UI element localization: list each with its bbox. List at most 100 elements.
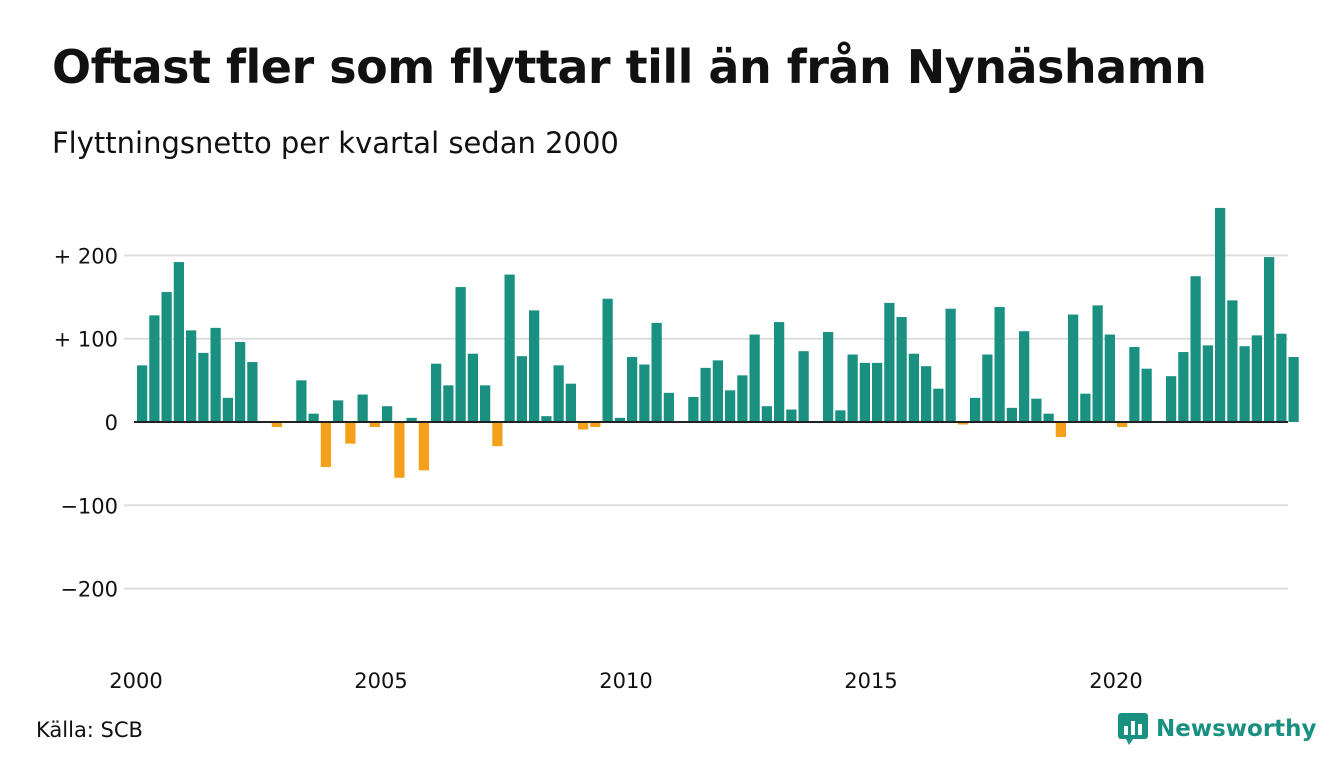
- bar: [418, 422, 429, 471]
- bar: [994, 307, 1005, 422]
- bar: [1117, 422, 1128, 427]
- bar: [296, 380, 307, 422]
- bar: [786, 409, 797, 422]
- bar: [1288, 357, 1299, 422]
- bar: [406, 417, 417, 422]
- bar: [271, 422, 282, 427]
- bar: [651, 322, 662, 422]
- bar: [1104, 334, 1115, 422]
- bar: [1251, 335, 1262, 422]
- bar: [345, 422, 356, 444]
- bar: [235, 342, 246, 422]
- bar: [247, 362, 258, 422]
- bar: [1129, 347, 1140, 422]
- bar: [210, 327, 221, 422]
- bar: [859, 362, 870, 422]
- x-tick-label: 2005: [354, 669, 407, 693]
- bar: [137, 365, 148, 422]
- bar: [1043, 413, 1054, 422]
- bar: [700, 367, 711, 422]
- bar: [369, 422, 380, 427]
- bar: [541, 416, 552, 422]
- bar: [308, 413, 319, 422]
- bar: [1166, 376, 1177, 422]
- source-label: Källa: SCB: [36, 718, 143, 742]
- y-tick-label: −200: [60, 578, 118, 602]
- bar: [982, 354, 993, 422]
- bar: [149, 315, 160, 422]
- x-tick-label: 2015: [844, 669, 897, 693]
- chart-subtitle: Flyttningsnetto per kvartal sedan 2000: [52, 126, 619, 160]
- bar: [798, 351, 809, 422]
- bar: [1068, 314, 1079, 422]
- bar: [1190, 276, 1201, 422]
- bar: [1019, 331, 1030, 422]
- y-tick-label: + 200: [54, 244, 118, 268]
- bar: [933, 388, 944, 422]
- bar: [663, 392, 674, 422]
- bar: [565, 383, 576, 422]
- bar: [1264, 257, 1275, 422]
- bar: [774, 322, 785, 422]
- bar: [186, 330, 197, 422]
- bar: [173, 262, 184, 422]
- bar: [1202, 345, 1213, 422]
- bar: [884, 302, 895, 422]
- y-tick-label: + 100: [54, 328, 118, 352]
- bar: [835, 410, 846, 422]
- bar: [602, 298, 613, 422]
- bar: [1178, 352, 1189, 422]
- bar: [553, 365, 564, 422]
- bar: [614, 417, 625, 422]
- bar: [737, 375, 748, 422]
- bar: [1276, 333, 1287, 422]
- bar: [394, 422, 405, 478]
- bar: [921, 366, 932, 422]
- bar: [749, 334, 760, 422]
- bar: [970, 397, 981, 422]
- bar: [455, 287, 466, 422]
- bar: [357, 394, 368, 422]
- bar: [688, 397, 699, 422]
- bar: [639, 364, 650, 422]
- y-tick-label: 0: [105, 411, 118, 435]
- bar: [1080, 393, 1091, 422]
- bar: [761, 406, 772, 422]
- newsworthy-logo: Newsworthy: [1118, 713, 1317, 745]
- bar: [712, 360, 723, 422]
- brand-label: Newsworthy: [1156, 716, 1317, 742]
- bar: [443, 385, 454, 422]
- bar: [161, 292, 172, 422]
- bar: [1141, 368, 1152, 422]
- bar: [823, 332, 834, 422]
- bar: [467, 353, 478, 422]
- bar: [504, 274, 515, 422]
- bar: [1215, 207, 1226, 422]
- y-tick-label: −100: [60, 494, 118, 518]
- x-tick-label: 2020: [1089, 669, 1142, 693]
- bar: [1092, 305, 1103, 422]
- x-tick-label: 2000: [109, 669, 162, 693]
- bar: [1006, 407, 1017, 422]
- bar: [1239, 346, 1250, 422]
- bar: [198, 352, 209, 422]
- bar: [957, 422, 968, 425]
- bar: [725, 390, 736, 422]
- bar: [578, 422, 589, 430]
- bar: [492, 422, 503, 447]
- bar: [590, 422, 601, 427]
- bar: [1031, 398, 1042, 422]
- bar-chart: + 200 + 100 0 −100 −200 2000 2005 2010 2015 2020: [54, 207, 1299, 693]
- bar: [529, 310, 540, 422]
- bar: [896, 317, 907, 422]
- bar: [945, 308, 956, 422]
- bar: [320, 422, 331, 467]
- bar: [382, 406, 393, 422]
- bar: [847, 354, 858, 422]
- bar: [1055, 422, 1066, 437]
- bar: [222, 397, 233, 422]
- bar: [333, 400, 344, 422]
- bar: [1227, 300, 1238, 422]
- bar: [480, 385, 491, 422]
- bar: [872, 362, 883, 422]
